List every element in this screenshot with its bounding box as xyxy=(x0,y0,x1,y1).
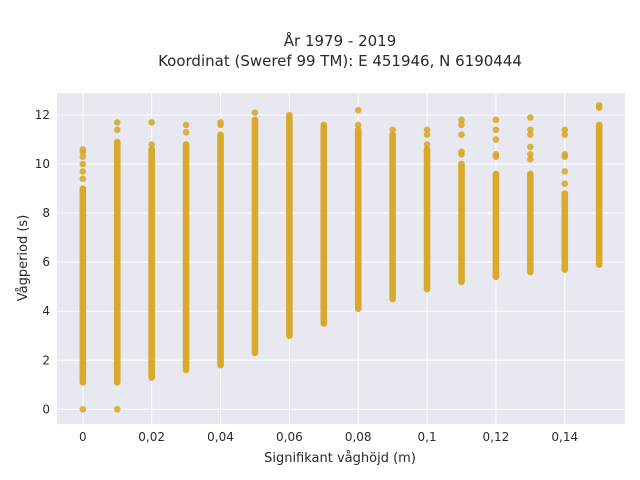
y-tick-label: 0 xyxy=(42,402,50,416)
data-point xyxy=(182,121,190,129)
data-point xyxy=(561,168,569,175)
data-point xyxy=(79,146,87,153)
data-point xyxy=(492,150,500,158)
data-point xyxy=(389,126,396,134)
data-point xyxy=(182,128,190,136)
data-point xyxy=(527,131,534,138)
x-tick-label: 0,14 xyxy=(551,430,578,444)
data-point xyxy=(113,126,121,134)
point-cluster xyxy=(217,131,224,369)
point-cluster xyxy=(251,116,259,357)
data-point xyxy=(458,148,465,156)
data-point xyxy=(113,119,121,126)
chart-title-line-1: År 1979 - 2019 xyxy=(284,31,397,50)
data-point xyxy=(79,168,87,175)
data-point xyxy=(113,405,121,413)
point-cluster xyxy=(286,114,293,340)
x-tick-label: 0,1 xyxy=(418,430,437,444)
y-axis-title: Vågperiod (s) xyxy=(16,215,31,302)
data-point xyxy=(561,150,569,158)
data-point xyxy=(286,111,293,119)
data-point xyxy=(423,131,431,138)
data-point xyxy=(527,114,534,121)
point-cluster xyxy=(527,170,534,276)
data-point xyxy=(79,160,87,168)
data-point xyxy=(561,131,569,138)
point-cluster xyxy=(354,126,362,313)
data-point xyxy=(527,143,534,151)
point-cluster xyxy=(458,160,465,286)
data-point xyxy=(217,119,224,126)
data-point xyxy=(458,121,465,129)
tick-layer: 0 0,02 0,04 0,06 0,08 0,1 0,12 0,14 0 2 4 6 8 10 12 xyxy=(35,108,578,444)
point-cluster xyxy=(320,124,328,327)
data-point xyxy=(527,155,534,163)
y-tick-label: 4 xyxy=(42,304,50,318)
data-point xyxy=(492,116,500,124)
data-point xyxy=(458,116,465,124)
data-point xyxy=(458,131,465,138)
data-point xyxy=(354,121,362,129)
data-point xyxy=(492,126,500,134)
data-point xyxy=(148,141,155,148)
y-tick-label: 6 xyxy=(42,255,50,269)
data-point xyxy=(148,119,155,126)
point-cluster xyxy=(492,170,500,281)
point-cluster xyxy=(595,121,603,268)
x-tick-label: 0 xyxy=(79,430,87,444)
data-point xyxy=(527,150,534,158)
y-tick-label: 2 xyxy=(42,353,50,367)
point-cluster xyxy=(79,185,87,386)
data-point xyxy=(320,121,328,129)
point-cluster xyxy=(389,131,396,303)
data-point xyxy=(79,405,87,413)
data-point xyxy=(492,136,500,143)
plot-area xyxy=(57,93,625,424)
chart-title-line-2: Koordinat (Sweref 99 TM): E 451946, N 61… xyxy=(158,52,522,70)
data-point xyxy=(561,180,569,188)
y-tick-label: 10 xyxy=(35,157,50,171)
data-point xyxy=(251,109,259,116)
x-tick-label: 0,04 xyxy=(207,430,234,444)
point-cluster xyxy=(561,190,569,273)
x-axis-title: Signifikant våghöjd (m) xyxy=(264,451,416,466)
x-tick-label: 0,08 xyxy=(345,430,372,444)
points-layer xyxy=(79,101,603,413)
data-point xyxy=(595,101,603,109)
x-tick-label: 0,06 xyxy=(276,430,303,444)
point-cluster xyxy=(182,141,190,374)
data-point xyxy=(561,126,569,134)
data-point xyxy=(423,126,431,134)
data-point xyxy=(79,175,87,183)
point-cluster xyxy=(148,146,155,381)
y-tick-label: 8 xyxy=(42,206,50,220)
point-cluster xyxy=(423,146,431,293)
point-cluster xyxy=(113,138,121,386)
data-point xyxy=(79,153,87,161)
data-point xyxy=(527,126,534,134)
x-tick-label: 0,12 xyxy=(483,430,510,444)
data-point xyxy=(354,106,362,114)
x-tick-label: 0,02 xyxy=(138,430,165,444)
y-tick-label: 12 xyxy=(35,108,50,122)
data-point xyxy=(423,141,431,148)
